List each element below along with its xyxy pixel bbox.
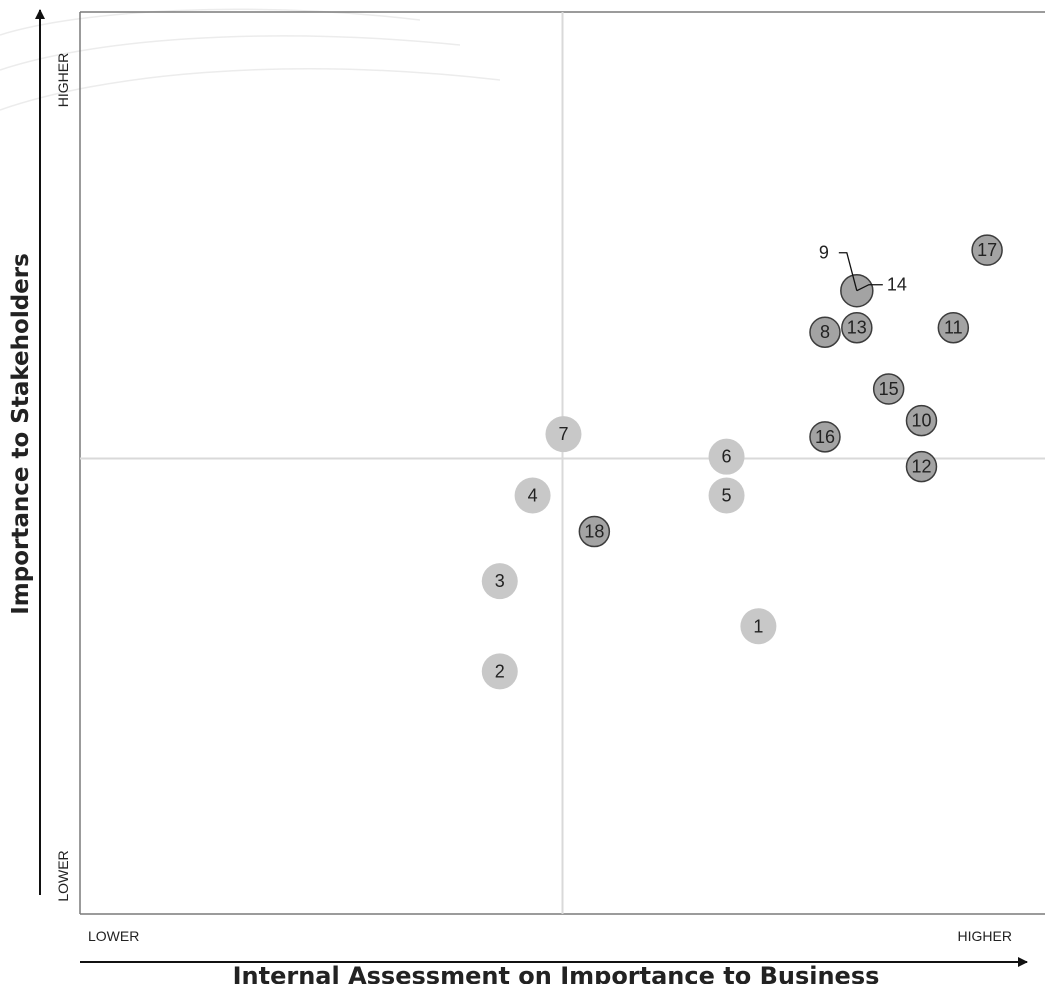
point-label-4: 4: [528, 485, 538, 505]
point-marker-6: [708, 438, 745, 475]
data-point-10: 10: [905, 404, 938, 437]
point-label-10: 10: [911, 411, 931, 431]
data-point-14: 14: [856, 275, 907, 295]
callout-leader-14: [856, 284, 883, 292]
y-tick-low: LOWER: [55, 850, 71, 901]
point-label-14: 14: [887, 275, 907, 295]
point-label-12: 12: [911, 457, 931, 477]
data-point-2: 2: [481, 653, 518, 690]
point-label-8: 8: [820, 322, 830, 342]
point-label-18: 18: [584, 522, 604, 542]
point-marker-4: [514, 477, 551, 514]
point-label-6: 6: [722, 447, 732, 467]
point-label-2: 2: [495, 661, 505, 681]
point-marker-18: [578, 515, 611, 548]
point-marker-11: [937, 311, 970, 344]
point-marker-5: [708, 477, 745, 514]
background-swoosh: [0, 8, 501, 111]
data-point-18: 18: [578, 515, 611, 548]
y-axis-title: Importance to Stakeholders: [8, 253, 34, 615]
data-point-17: 17: [971, 234, 1003, 266]
data-point-13: 13: [841, 311, 873, 344]
point-marker-13: [841, 311, 873, 344]
data-point-7: 7: [545, 416, 582, 453]
point-marker-3: [481, 563, 518, 600]
point-marker-12: [905, 450, 938, 483]
data-point-11: 11: [937, 311, 970, 344]
data-point-16: 16: [809, 421, 841, 453]
point-marker-2: [481, 653, 518, 690]
point-label-13: 13: [847, 318, 867, 338]
point-label-11: 11: [944, 318, 963, 338]
data-point-8: 8: [809, 316, 841, 348]
point-label-3: 3: [495, 571, 505, 591]
point-marker-1: [740, 608, 777, 645]
data-point-12: 12: [905, 450, 938, 483]
point-label-16: 16: [815, 427, 835, 447]
point-marker-16: [809, 421, 841, 453]
data-point-15: 15: [872, 373, 905, 405]
point-marker-10: [905, 404, 938, 437]
point-label-9: 9: [819, 243, 829, 263]
data-point-9: 9: [819, 243, 874, 308]
data-point-6: 6: [708, 438, 745, 475]
x-axis-title: Internal Assessment on Importance to Bus…: [233, 962, 880, 984]
x-tick-low: LOWER: [88, 928, 139, 944]
point-marker-15: [872, 373, 905, 405]
point-label-17: 17: [977, 240, 997, 260]
callout-leader-9: [838, 252, 858, 291]
data-point-5: 5: [708, 477, 745, 514]
point-label-1: 1: [753, 616, 763, 636]
point-label-15: 15: [879, 379, 899, 399]
point-marker-8: [809, 316, 841, 348]
data-point-1: 1: [740, 608, 777, 645]
point-marker-7: [545, 416, 582, 453]
data-point-4: 4: [514, 477, 551, 514]
data-point-3: 3: [481, 563, 518, 600]
x-tick-high: HIGHER: [958, 928, 1012, 944]
y-tick-high: HIGHER: [55, 53, 71, 107]
point-label-7: 7: [558, 424, 568, 444]
point-marker-17: [971, 234, 1003, 266]
point-label-5: 5: [722, 485, 732, 505]
